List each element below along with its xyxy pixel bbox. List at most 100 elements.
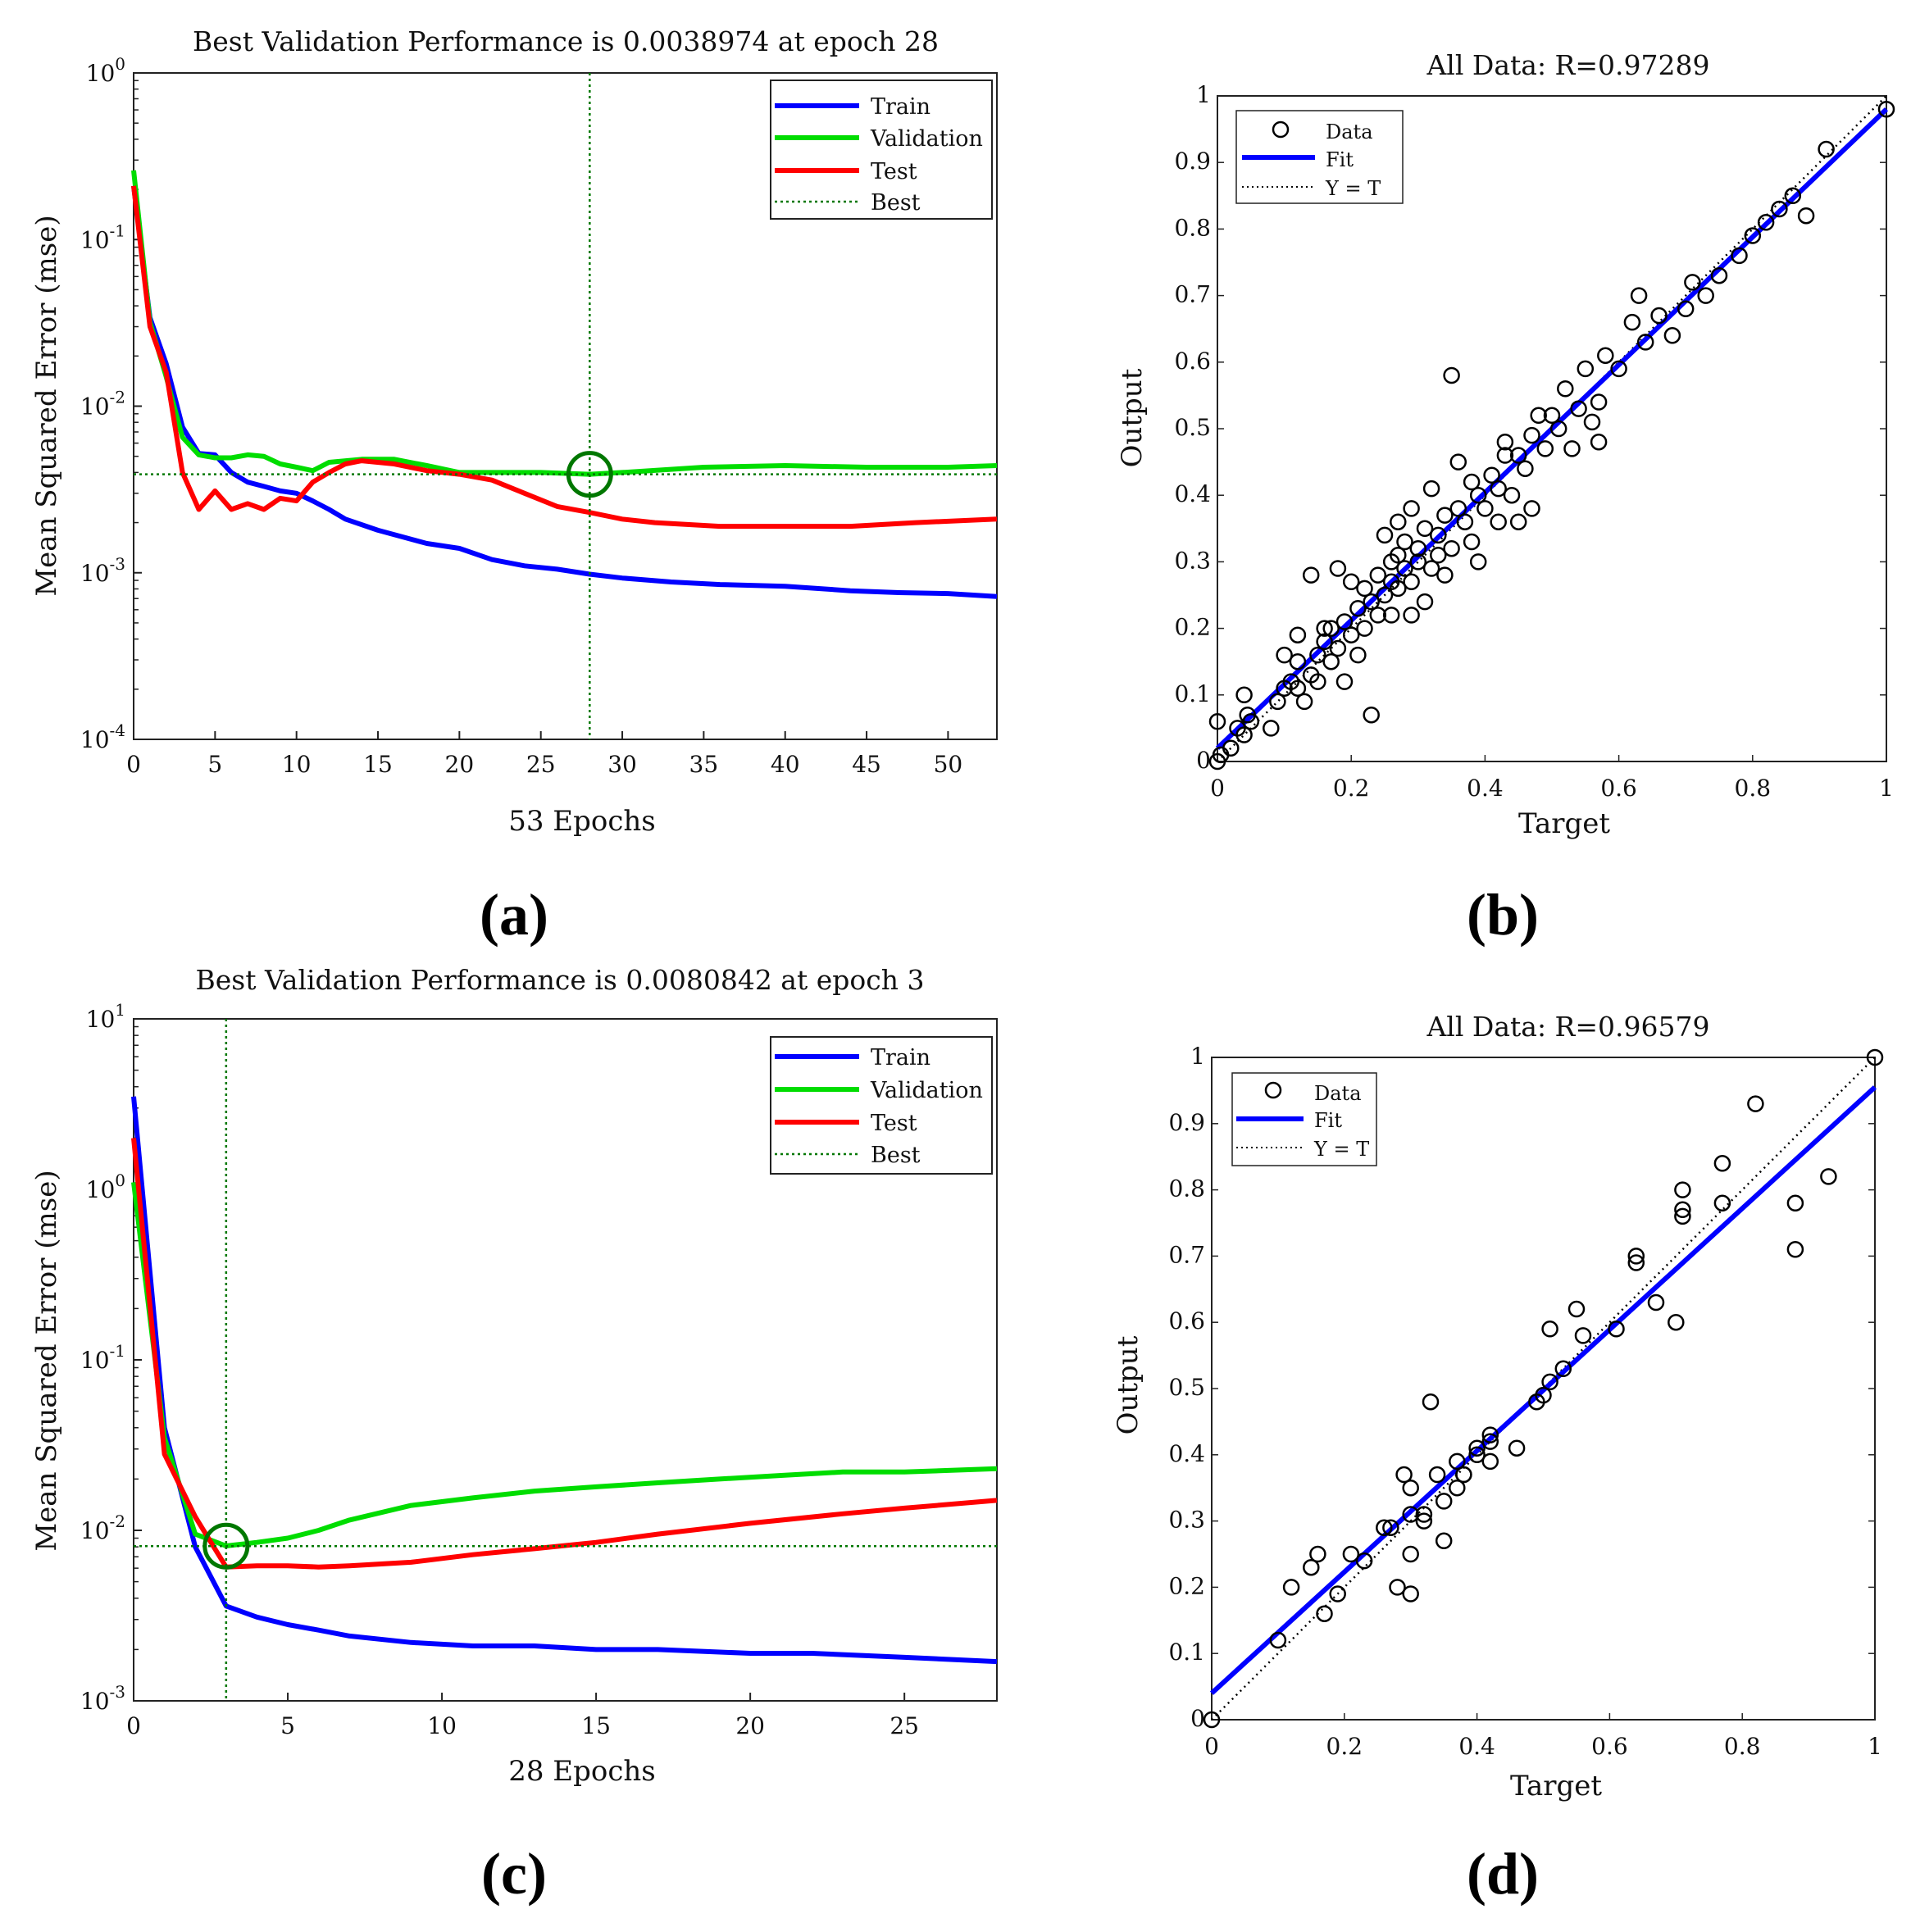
series-line-validation: [131, 170, 998, 477]
chart-b-ylabel: Output: [1116, 368, 1149, 467]
data-point: [1647, 1293, 1665, 1311]
data-point: [1329, 560, 1347, 577]
data-point: [1668, 1313, 1685, 1331]
data-point: [1449, 1452, 1466, 1471]
y-tick-label: 0.1: [1168, 1639, 1205, 1666]
data-point: [1422, 480, 1440, 498]
data-point: [1335, 673, 1354, 690]
chart-d-ylabel: Output: [1112, 1335, 1144, 1434]
data-point: [1363, 593, 1380, 611]
data-point: [1536, 440, 1554, 457]
data-point: [1409, 553, 1427, 571]
y-tick-label: 10-2: [80, 1512, 125, 1544]
data-point: [1409, 539, 1427, 557]
data-point: [1390, 513, 1407, 530]
legend-marker-data: [1264, 1081, 1282, 1099]
data-point: [1490, 480, 1507, 498]
data-point: [1389, 1579, 1406, 1596]
panel-label-a: (a): [480, 882, 548, 948]
data-point: [1356, 580, 1373, 598]
y-tick-label: 0.7: [1174, 281, 1211, 308]
legend-marker-data: [1272, 120, 1290, 139]
chart-d-points: [1203, 1048, 1884, 1729]
chart-a-ylabel: Mean Squared Error (mse): [30, 215, 63, 596]
x-tick-label: 0.8: [1724, 1733, 1761, 1760]
data-point: [1349, 599, 1367, 617]
data-point: [1396, 533, 1413, 551]
data-point: [1455, 1466, 1472, 1484]
series-line-test: [131, 185, 998, 530]
y-tick-label: 101: [86, 1000, 125, 1033]
data-point: [1282, 1579, 1300, 1596]
data-point: [1403, 573, 1420, 591]
data-point: [1530, 407, 1547, 425]
data-point: [1674, 1201, 1691, 1219]
data-point: [1402, 1506, 1419, 1523]
data-point: [1342, 573, 1360, 591]
x-tick-label: 20: [445, 751, 475, 778]
chart-d: All Data: R=0.96579 0 0.2 0.4 0.6 0.8 1 0 0.1 0.…: [1112, 1011, 1884, 1802]
data-point: [1583, 413, 1601, 431]
data-point: [1744, 227, 1762, 244]
chart-b: All Data: R=0.97289 0 0.2 0.4 0.6 0.8 1 0 0.1 0.…: [1116, 49, 1895, 840]
data-point: [1674, 1181, 1691, 1198]
data-point: [1316, 620, 1333, 637]
data-point: [1430, 526, 1447, 544]
data-point: [1549, 420, 1567, 438]
y-tick-label: 10-1: [80, 1341, 125, 1374]
data-point: [1463, 473, 1481, 491]
data-point: [1395, 1466, 1413, 1484]
data-point: [1402, 1585, 1419, 1602]
data-point: [1435, 1532, 1453, 1550]
data-point: [1242, 713, 1260, 730]
chart-a-best-marker: [134, 73, 997, 739]
y-tick-label: 0.6: [1174, 348, 1211, 375]
legend-label-best: Best: [871, 190, 921, 216]
legend-label-test: Test: [871, 159, 917, 184]
y-tick-label: 10-1: [80, 220, 125, 253]
data-point: [1710, 266, 1728, 284]
data-point: [1509, 513, 1527, 530]
data-point: [1422, 560, 1440, 577]
data-point: [1416, 520, 1434, 538]
data-point: [1222, 739, 1240, 757]
legend-label-fit: Fit: [1314, 1109, 1342, 1132]
legend-label-validation: Validation: [870, 1078, 983, 1103]
data-point: [1663, 327, 1681, 344]
data-point: [1627, 1254, 1645, 1271]
data-point: [1468, 1439, 1486, 1457]
chart-b-xlabel: Target: [1518, 807, 1610, 840]
chart-c: Best Validation Performance is 0.0080842…: [30, 964, 998, 1788]
panel-label-b: (b): [1467, 882, 1539, 948]
y-tick-label: 10-4: [80, 721, 125, 753]
data-point: [1382, 607, 1400, 624]
data-point: [1523, 426, 1540, 444]
legend-label-test: Test: [871, 1111, 917, 1136]
data-point: [1517, 460, 1534, 477]
x-tick-label: 1: [1879, 775, 1894, 802]
data-point: [1476, 500, 1494, 517]
data-point: [1509, 447, 1527, 464]
y-tick-label: 0.8: [1168, 1175, 1205, 1202]
x-tick-label: 0.4: [1458, 1733, 1495, 1760]
data-point: [1541, 1373, 1558, 1391]
data-point: [1784, 187, 1802, 205]
data-point: [1309, 1545, 1326, 1563]
data-point: [1382, 1519, 1399, 1536]
legend-label-data: Data: [1326, 120, 1373, 143]
data-point: [1590, 393, 1608, 411]
data-point: [1349, 646, 1367, 664]
data-point: [1208, 713, 1226, 730]
chart-a-ticks: 0 5 10 15 20 25 30 35 40 45 50 100 10-1 10-2 10-3 10-4: [80, 54, 962, 778]
x-tick-label: 5: [207, 751, 222, 778]
data-point: [1390, 547, 1407, 564]
legend-label-train: Train: [871, 94, 930, 120]
data-point: [1263, 720, 1280, 737]
data-point: [1376, 526, 1394, 544]
data-point: [1390, 580, 1407, 598]
identity-line: [1211, 1057, 1876, 1721]
data-point: [1597, 347, 1614, 364]
data-point: [1818, 140, 1835, 158]
data-point: [1435, 1493, 1453, 1510]
